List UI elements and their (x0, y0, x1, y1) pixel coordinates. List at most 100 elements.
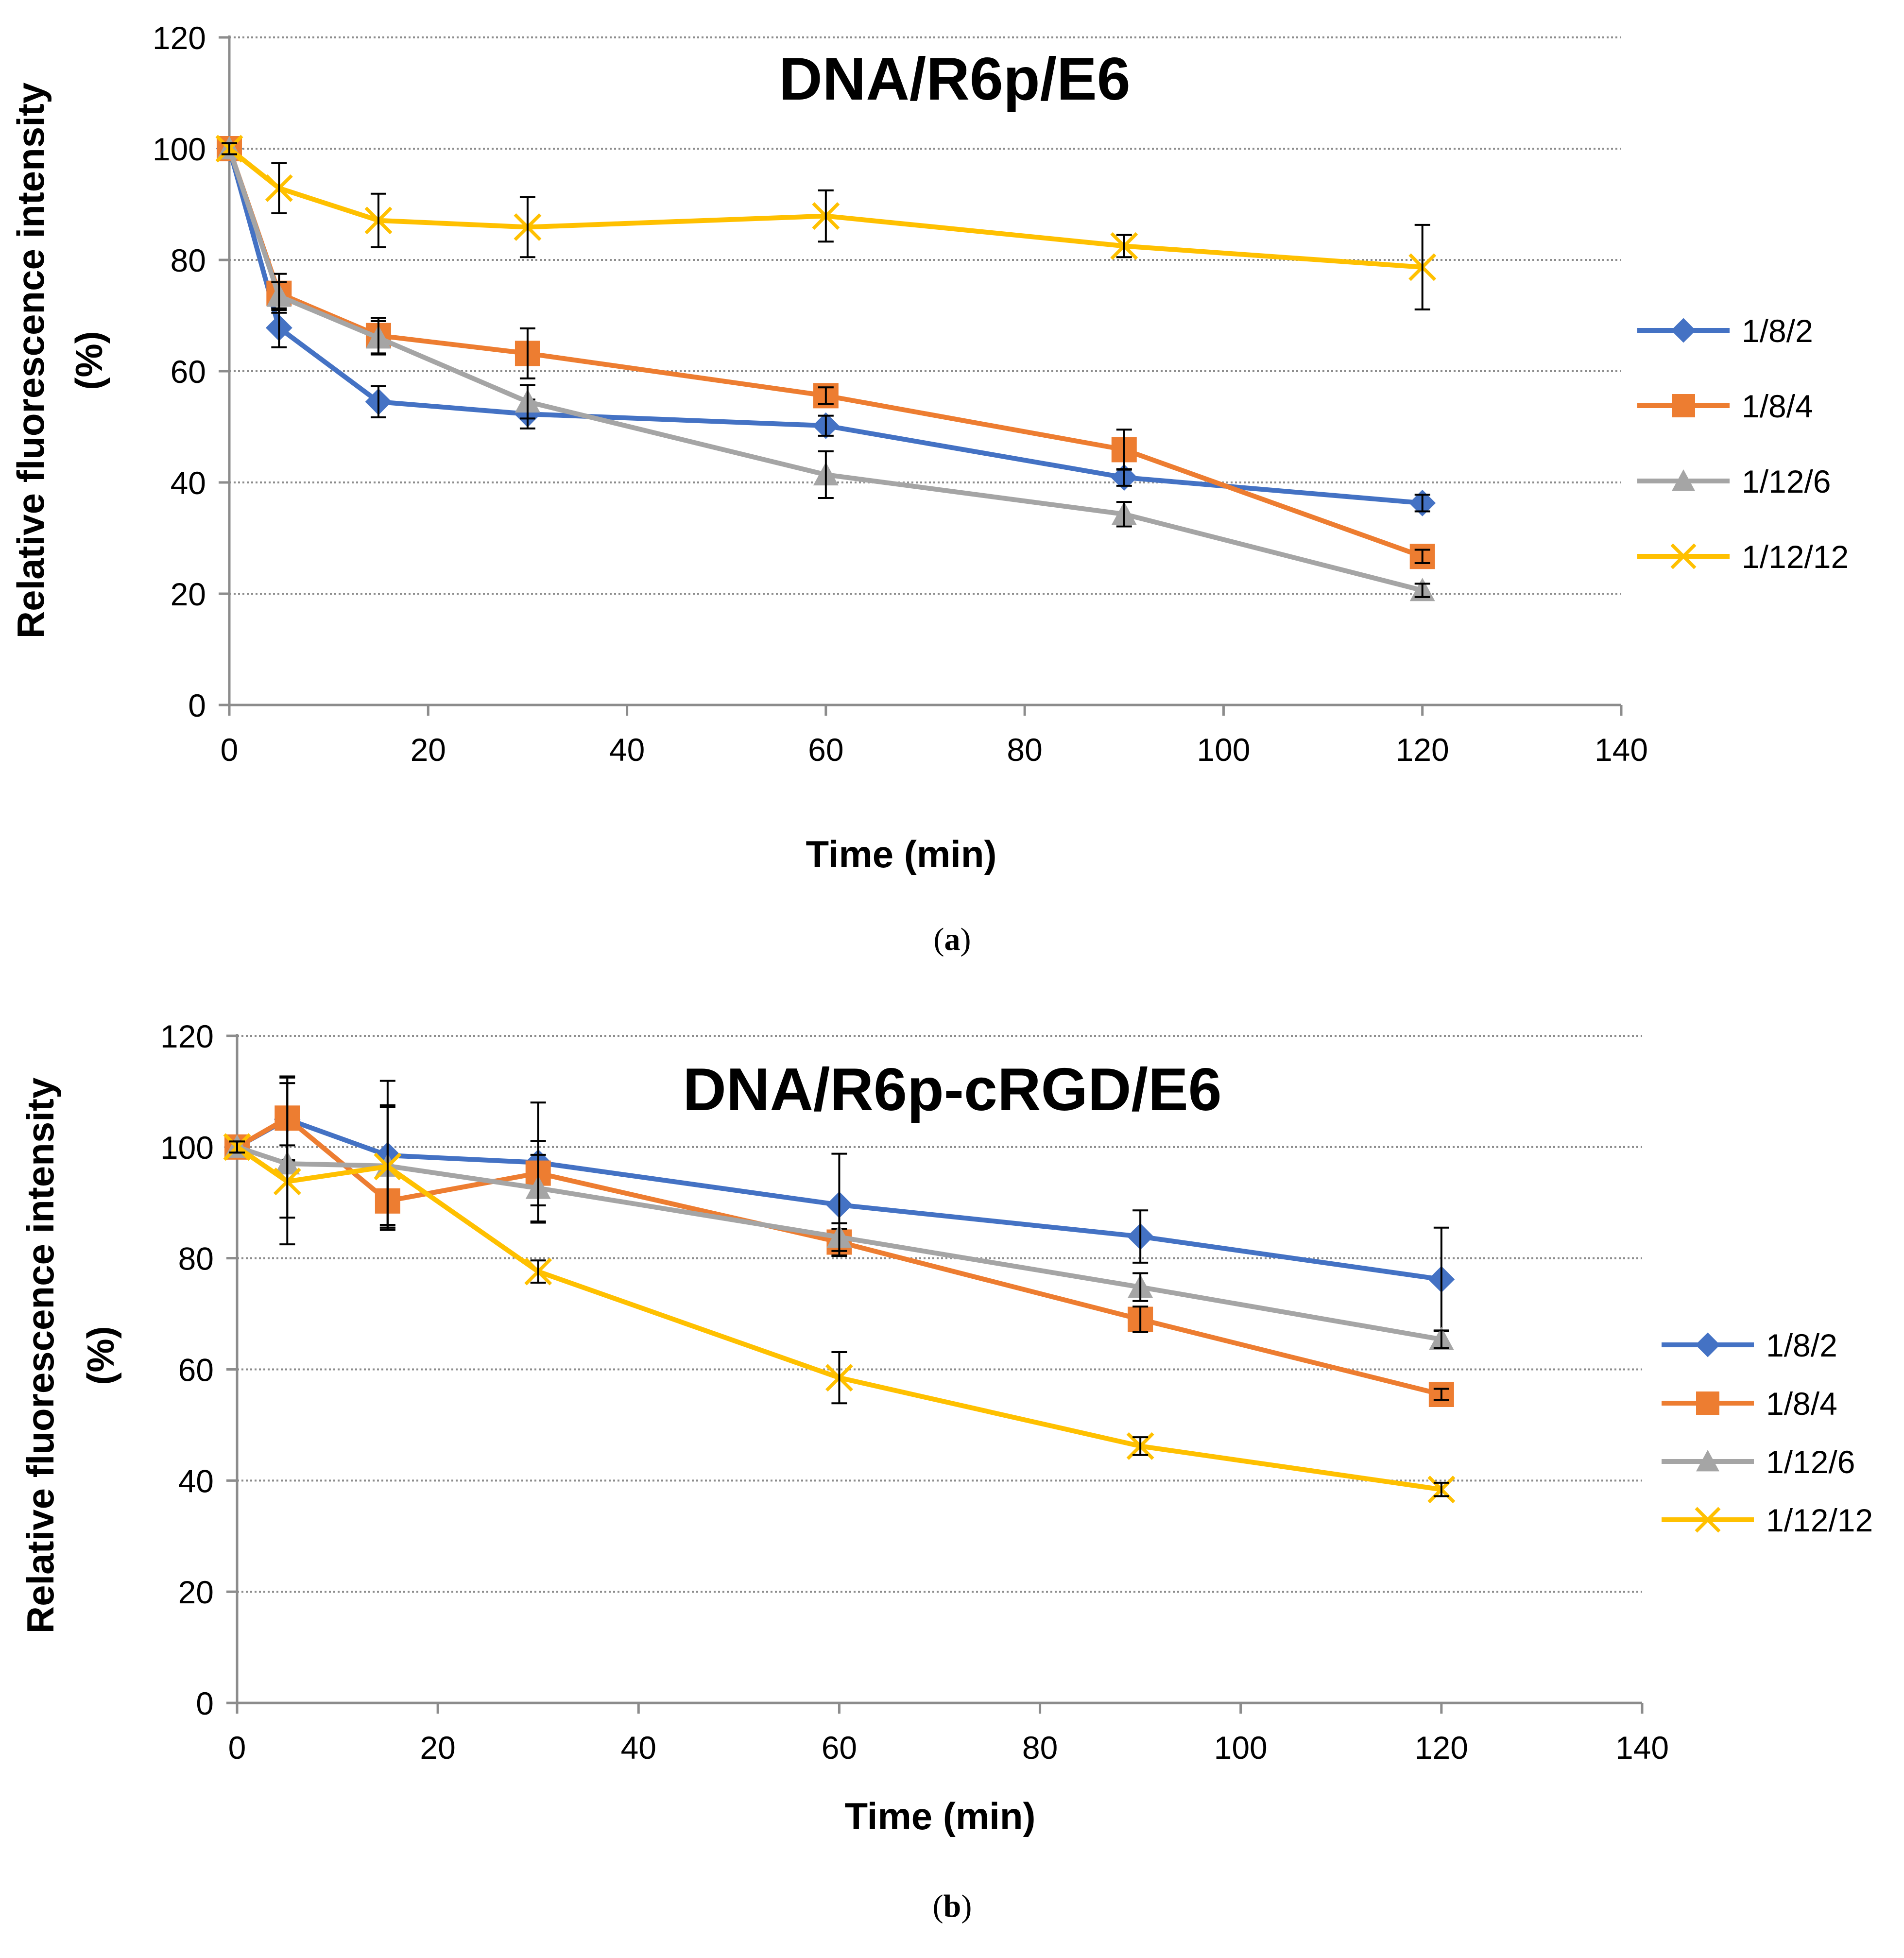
legend-label: 1/12/6 (1742, 464, 1831, 499)
error-bar (1414, 494, 1430, 513)
panel-caption-letter: a (944, 922, 961, 957)
x-tick-label: 60 (822, 1730, 857, 1766)
legend-label: 1/8/2 (1766, 1327, 1837, 1363)
y-tick-label: 80 (178, 1241, 214, 1277)
data-point (1672, 469, 1695, 491)
legend-label: 1/8/4 (1766, 1386, 1837, 1422)
y-tick-label: 100 (160, 1130, 214, 1166)
error-bar (818, 414, 834, 437)
legend-label: 1/8/2 (1742, 313, 1813, 349)
x-axis-label: Time (min) (806, 833, 997, 876)
error-bar (271, 281, 287, 311)
error-bar (1116, 429, 1132, 471)
y-tick-label: 40 (171, 465, 206, 501)
x-tick-label: 100 (1214, 1730, 1268, 1766)
error-bar (519, 196, 535, 258)
error-bar (1116, 501, 1132, 528)
error-bar (530, 1259, 546, 1284)
data-point (1695, 1332, 1720, 1357)
error-bar (1132, 1436, 1149, 1456)
x-axis-label: Time (min) (845, 1795, 1036, 1838)
data-point (1696, 1450, 1719, 1472)
legend-label: 1/12/12 (1742, 539, 1849, 575)
legend-item: 1/8/4 (1637, 388, 1813, 424)
x-tick-label: 100 (1197, 732, 1250, 768)
y-tick-label: 60 (171, 354, 206, 390)
x-tick-label: 120 (1396, 732, 1449, 768)
legend-label: 1/12/12 (1766, 1502, 1873, 1538)
x-tick-label: 0 (228, 1730, 246, 1766)
legend-item: 1/12/6 (1637, 464, 1831, 499)
series-1-12-12 (215, 135, 1437, 310)
x-tick-label: 140 (1595, 732, 1648, 768)
legend-item: 1/8/4 (1662, 1386, 1837, 1422)
error-bar (1414, 549, 1430, 565)
x-tick-label: 80 (1007, 732, 1042, 768)
x-tick-label: 140 (1615, 1730, 1669, 1766)
y-axis-label: Relative fluorescence intensity (9, 83, 52, 638)
legend-item: 1/8/2 (1637, 313, 1813, 349)
legend-label: 1/8/4 (1742, 388, 1813, 424)
chart-panel-b: 0 20 40 60 80 100 120 0 20 40 60 80 100 120 140 DNA/R6p… (19, 1018, 1873, 1924)
y-tick-label: 20 (171, 576, 206, 612)
error-bar (370, 320, 386, 356)
chart-title: DNA/R6p-cRGD/E6 (683, 1056, 1221, 1123)
y-tick-label: 0 (196, 1685, 214, 1721)
error-bar (379, 1104, 395, 1229)
error-bar (831, 1351, 847, 1405)
panel-caption: (b) (933, 1889, 972, 1924)
error-bar (229, 1140, 245, 1154)
chart-panel-a: 0 20 40 60 80 100 120 0 20 40 60 80 100 120 140 DNA/R6p… (9, 20, 1849, 957)
error-bar (519, 384, 535, 420)
error-bar (831, 1222, 847, 1252)
legend-item: 1/12/12 (1637, 539, 1849, 575)
y-tick-label: 60 (178, 1352, 214, 1388)
x-tick-label: 60 (808, 732, 843, 768)
y-tick-label: 20 (178, 1574, 214, 1610)
x-tick-label: 80 (1022, 1730, 1058, 1766)
error-bar (1132, 1272, 1149, 1302)
error-bar (818, 386, 834, 405)
x-tick-label: 40 (621, 1730, 656, 1766)
error-bar (222, 142, 237, 155)
data-point (1671, 318, 1696, 343)
error-bar (279, 1144, 295, 1219)
error-bar (818, 450, 834, 499)
y-axis-label-unit: (%) (68, 331, 110, 390)
error-bar (1132, 1305, 1149, 1333)
error-bar (818, 189, 834, 243)
error-bar (1414, 583, 1430, 598)
data-point (1670, 543, 1697, 569)
panel-caption: (a) (934, 922, 971, 957)
error-bar (1116, 234, 1132, 258)
x-tick-label: 0 (221, 732, 239, 768)
x-tick-label: 20 (420, 1730, 455, 1766)
y-axis-label: Relative fluorescence intensity (19, 1078, 62, 1633)
legend-item: 1/12/6 (1662, 1444, 1855, 1480)
error-bar (530, 1153, 546, 1223)
y-tick-label: 80 (171, 242, 206, 278)
data-point (1672, 394, 1695, 417)
y-tick-label: 0 (188, 687, 206, 723)
x-tick-label: 20 (411, 732, 446, 768)
error-bar (1433, 1481, 1449, 1497)
legend-item: 1/12/12 (1662, 1502, 1873, 1538)
error-bar (1433, 1388, 1449, 1401)
x-tick-label: 40 (609, 732, 645, 768)
error-bar (519, 327, 535, 379)
y-axis-label-unit: (%) (79, 1326, 122, 1385)
x-tick-label: 120 (1415, 1730, 1468, 1766)
y-tick-label: 100 (153, 131, 206, 167)
series-1-12-12 (223, 1104, 1456, 1504)
data-point (1695, 1507, 1721, 1533)
y-tick-label: 120 (160, 1018, 214, 1054)
error-bar (271, 162, 287, 214)
error-bar (370, 192, 386, 248)
error-bar (1132, 1209, 1149, 1264)
data-point (1696, 1391, 1719, 1415)
legend-item: 1/8/2 (1662, 1327, 1837, 1363)
error-bar (370, 385, 386, 419)
legend-label: 1/12/6 (1766, 1444, 1855, 1480)
y-tick-label: 40 (178, 1463, 214, 1499)
